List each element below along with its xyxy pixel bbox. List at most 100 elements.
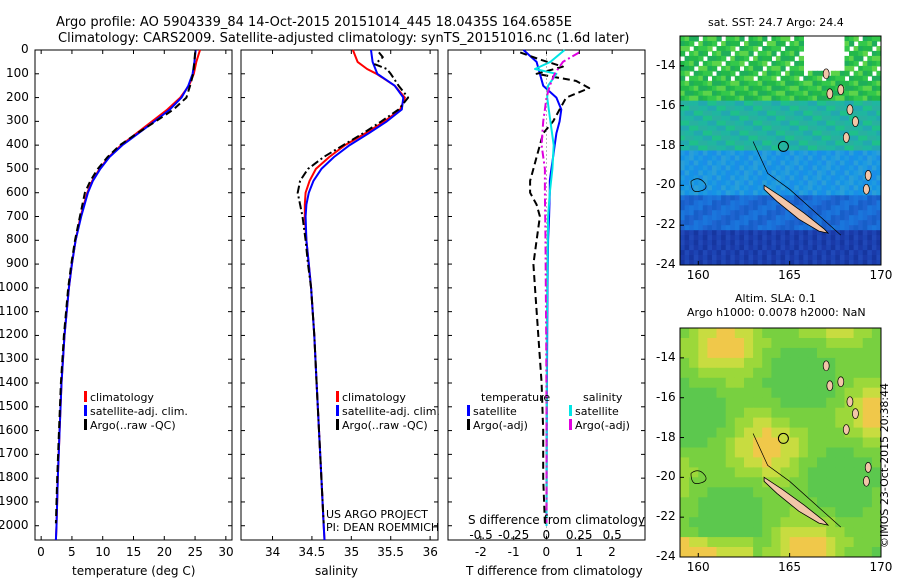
map-cell (803, 205, 809, 211)
map-cell (835, 70, 841, 77)
map-cell (762, 200, 768, 206)
temperature-xtick-label: 25 (187, 545, 203, 559)
map-cell (807, 427, 818, 439)
map-cell (744, 240, 750, 246)
map-cell (826, 140, 832, 147)
map-cell (766, 135, 772, 142)
map-cell (817, 185, 823, 191)
map-cell (853, 140, 859, 147)
map-cell (876, 205, 881, 211)
map-cell (862, 347, 873, 359)
map-cell (730, 140, 736, 147)
map-cell (858, 215, 864, 221)
map-cell (716, 160, 722, 167)
map-cell (712, 150, 718, 157)
map-cell (757, 115, 763, 122)
map-cell (817, 230, 823, 236)
map-cell (789, 165, 795, 171)
map-cell (680, 155, 686, 162)
map-cell (849, 175, 855, 181)
map-cell (689, 36, 695, 42)
map-cell (817, 130, 823, 137)
map-cell (794, 115, 800, 122)
island-vanuatu (864, 170, 872, 181)
map-cell (858, 50, 864, 57)
map-cell (766, 70, 772, 77)
map-cell (775, 120, 782, 127)
map-cell (862, 517, 873, 528)
map-cell (689, 145, 695, 152)
map-cell (771, 90, 777, 97)
map-cell (689, 210, 695, 216)
map-cell (862, 50, 868, 57)
map-cell (693, 210, 699, 216)
map-cell (702, 130, 708, 137)
map-cell (680, 240, 686, 246)
map-cell (839, 190, 846, 196)
map-cell (826, 150, 832, 157)
map-cell (844, 427, 855, 439)
map-cell (794, 50, 800, 57)
map-cell (734, 507, 745, 518)
map-cell (862, 180, 868, 186)
island-vanuatu (837, 84, 845, 96)
series-line-satellite-adj-clim- (304, 49, 405, 541)
map-cell (762, 427, 772, 439)
series-line-satellite-adj-clim- (54, 49, 197, 541)
map-cell (794, 190, 800, 196)
map-cell (867, 60, 873, 67)
legend-label: climatology (342, 391, 406, 404)
map-cell (830, 110, 836, 117)
map-cell (762, 90, 768, 97)
map-cell (721, 80, 727, 87)
map-cell (684, 105, 690, 112)
map-cell (844, 170, 850, 176)
map-cell (785, 170, 791, 176)
map-cell (725, 397, 736, 409)
map-cell (876, 46, 881, 52)
map-cell (853, 36, 859, 42)
map-cell (839, 95, 846, 102)
map-cell (803, 100, 809, 107)
map-cell (684, 245, 690, 251)
map-cell (835, 135, 841, 142)
map-cell (680, 220, 686, 226)
map-cell (757, 36, 763, 42)
map-cell (698, 357, 708, 369)
map-cell (684, 130, 690, 137)
map-cell (839, 220, 846, 226)
map-cell (789, 115, 795, 122)
map-cell (689, 195, 695, 201)
map-cell (771, 70, 777, 77)
map-cell (766, 75, 772, 82)
map-cell (721, 260, 727, 265)
map-cell (721, 55, 727, 62)
map-cell (748, 100, 754, 107)
map-cell (798, 338, 809, 349)
map-cell (739, 145, 745, 152)
map-cell (707, 487, 718, 498)
map-cell (771, 225, 777, 231)
map-cell (807, 387, 818, 399)
map-cell (744, 145, 750, 152)
map-cell (817, 70, 823, 77)
map-cell (693, 60, 699, 67)
map-cell (798, 407, 809, 419)
map-cell (812, 125, 818, 132)
depth-tick-label: 1100 (0, 303, 29, 318)
map-cell (785, 75, 791, 82)
map-cell (812, 145, 818, 152)
map-cell (844, 240, 850, 246)
map-cell (817, 195, 823, 201)
map-cell (780, 347, 791, 359)
map-cell (689, 190, 695, 196)
map-cell (689, 85, 695, 92)
map-cell (867, 195, 873, 201)
map-cell (684, 150, 690, 157)
map-cell (817, 547, 827, 557)
map-cell (753, 65, 759, 72)
legend-swatch-satellite (336, 405, 339, 416)
map-cell (721, 155, 727, 162)
map-cell (867, 240, 873, 246)
sla-map-xtick-label: 160 (686, 560, 710, 574)
